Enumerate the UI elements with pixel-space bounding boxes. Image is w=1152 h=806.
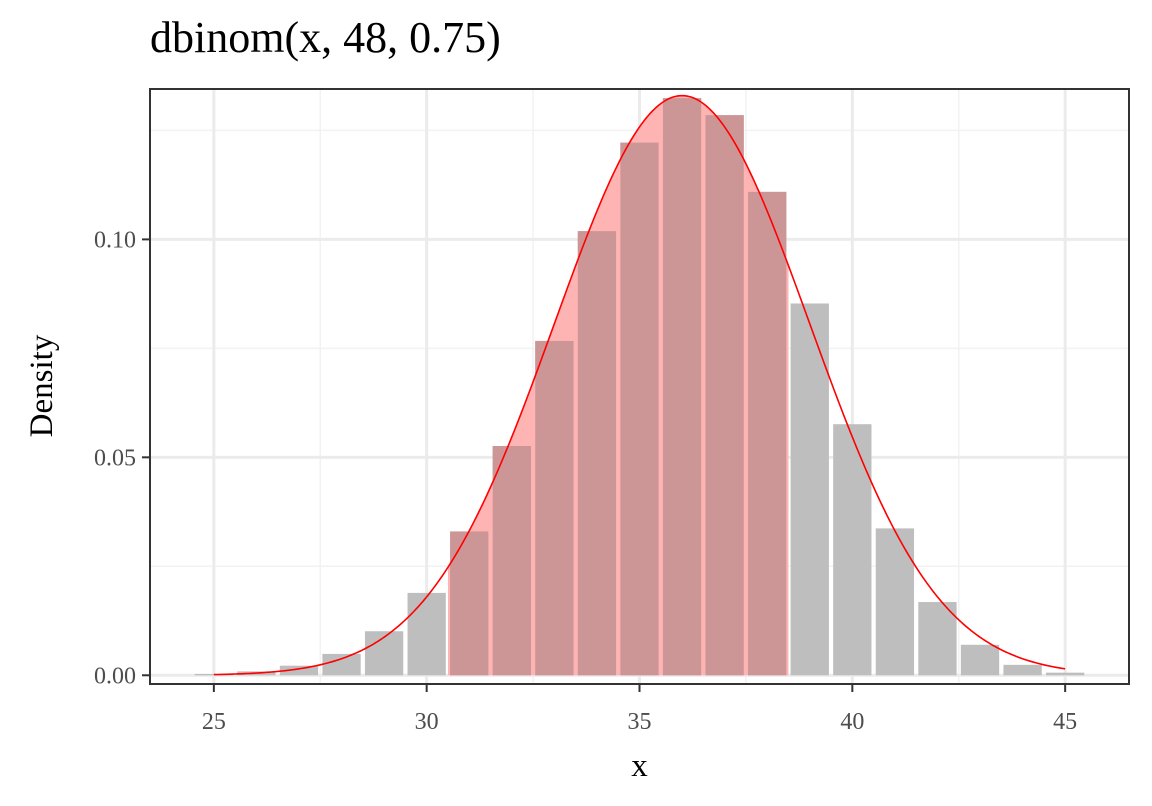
x-tick-label: 35	[628, 709, 652, 735]
bar	[194, 673, 234, 676]
bar	[1003, 664, 1042, 676]
curve-area-fill	[447, 95, 789, 676]
bar	[833, 424, 872, 676]
bar	[790, 303, 829, 676]
bar	[364, 631, 404, 676]
shaded-bar	[748, 191, 787, 676]
shaded-bar	[450, 531, 489, 676]
y-tick-label: 0.00	[94, 663, 136, 689]
x-axis-title: x	[631, 748, 648, 784]
y-tick-label: 0.05	[94, 445, 136, 471]
shaded-bar	[535, 340, 574, 676]
y-tick-label: 0.10	[94, 227, 136, 253]
x-tick-label: 45	[1053, 709, 1077, 735]
bar	[1045, 672, 1085, 676]
bar	[960, 644, 1000, 676]
y-axis-title: Density	[24, 334, 60, 437]
density-curve	[213, 94, 1066, 676]
shaded-bar	[492, 446, 531, 676]
shaded-bar	[662, 98, 702, 676]
shaded-bars	[450, 98, 787, 676]
x-tick-label: 40	[840, 709, 864, 735]
bar	[875, 528, 915, 676]
bar	[407, 592, 446, 676]
x-tick-label: 25	[202, 709, 226, 735]
x-tick-label: 30	[415, 709, 439, 735]
shaded-bar	[577, 231, 617, 676]
shaded-bar	[705, 115, 744, 676]
curve-shaded-area	[447, 95, 789, 676]
shaded-bar	[620, 142, 659, 676]
bar	[322, 653, 361, 676]
y-axis: 0.00 0.05 0.10	[94, 227, 150, 689]
bar	[279, 665, 319, 676]
curve-line	[213, 94, 1066, 676]
chart-title: dbinom(x, 48, 0.75)	[150, 13, 501, 62]
bar	[918, 602, 957, 676]
x-axis: 25 30 35 40 45	[202, 684, 1077, 735]
